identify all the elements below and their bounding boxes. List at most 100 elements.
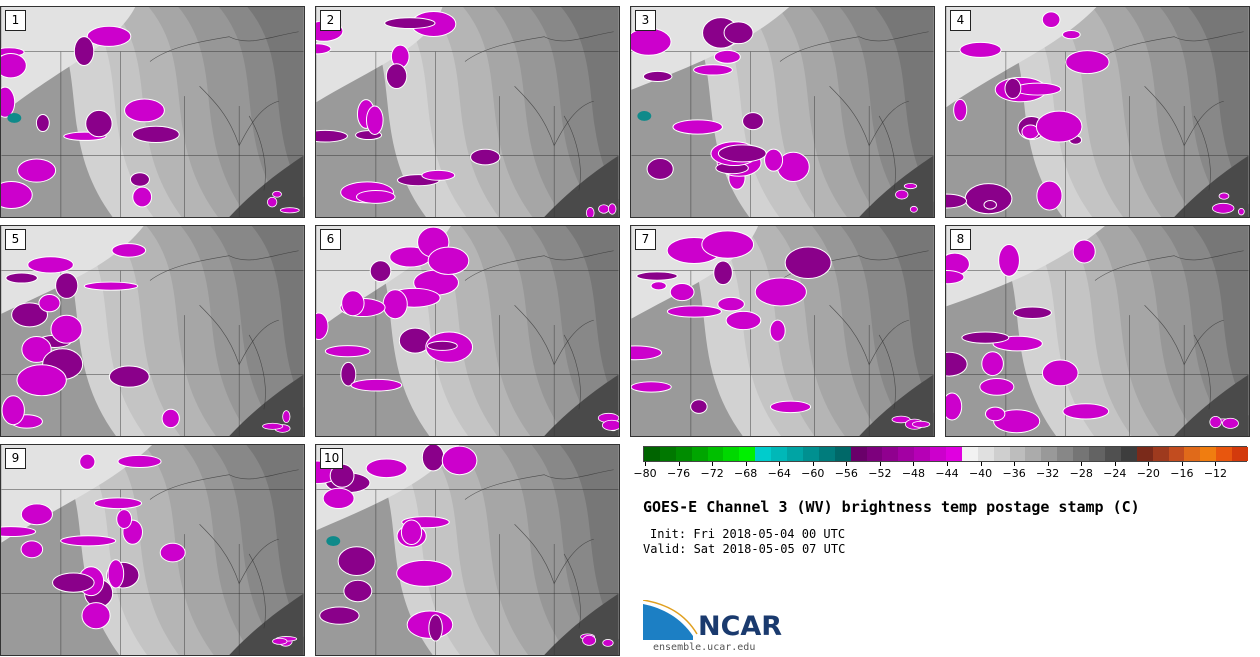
logo-url: ensemble.ucar.edu — [653, 642, 756, 653]
cold-cloud-region — [959, 41, 1002, 58]
cold-cloud-region — [131, 125, 180, 144]
colorbar-segment — [818, 447, 836, 461]
cold-cloud-region — [124, 98, 165, 123]
cold-cloud-region — [717, 144, 767, 163]
wv-band — [316, 7, 443, 103]
colorbar-tick-label: −24 — [1103, 467, 1127, 480]
cold-cloud-region — [382, 289, 408, 320]
border-line — [563, 115, 581, 191]
init-time: Init: Fri 2018-05-04 00 UTC — [650, 527, 846, 541]
colorbar-segment — [961, 447, 979, 461]
cold-cloud-region — [582, 634, 597, 646]
cold-cloud-region — [267, 196, 278, 208]
colorbar-tick-label: −48 — [901, 467, 926, 480]
colorbar-segment — [1168, 447, 1185, 461]
colorbar-segment — [834, 447, 852, 461]
cold-cloud-region — [385, 63, 408, 90]
colorbar-segment — [659, 447, 677, 461]
colorbar-segment — [771, 447, 788, 461]
cold-cloud-region — [316, 312, 329, 341]
colorbar-segment — [739, 447, 756, 461]
cold-cloud-region — [1, 86, 16, 118]
cold-cloud-region — [911, 420, 931, 428]
wv-band — [874, 7, 934, 217]
cold-cloud-region — [85, 109, 113, 138]
cold-cloud-region — [717, 296, 745, 312]
very-cold-core — [637, 111, 652, 121]
cold-cloud-region — [1062, 403, 1110, 420]
colorbar-segment — [1041, 447, 1058, 461]
border-line — [1193, 115, 1211, 191]
cold-cloud-region — [953, 98, 968, 122]
cold-cloud-region — [369, 260, 392, 283]
cold-cloud-region — [602, 639, 614, 647]
cold-cloud-region — [319, 606, 360, 625]
wv-map — [316, 445, 619, 655]
cold-cloud-region — [86, 25, 132, 47]
cold-cloud-region — [754, 277, 807, 307]
border-line — [779, 31, 929, 62]
cold-cloud-region — [316, 43, 332, 55]
colorbar-tick-label: −72 — [700, 467, 724, 480]
cold-cloud-region — [272, 190, 282, 198]
map-panel-9: 9 — [0, 444, 305, 656]
wv-band — [1188, 7, 1249, 217]
cold-cloud-region — [83, 281, 139, 291]
colorbar-tick-mark — [779, 462, 781, 466]
colorbar-tick-mark — [812, 462, 814, 466]
cold-cloud-region — [159, 542, 186, 563]
cold-cloud-region — [16, 364, 67, 397]
border-line — [829, 305, 909, 366]
wv-band — [246, 445, 304, 655]
colorbar — [643, 446, 1249, 462]
map-panel-5: 5 — [0, 225, 305, 437]
wv-band — [251, 226, 304, 436]
cold-cloud-region — [341, 290, 365, 317]
cold-cloud-region — [631, 345, 663, 361]
colorbar-tick-mark — [745, 462, 747, 466]
panel-number: 6 — [320, 229, 341, 250]
map-panel-2: 2 — [315, 6, 620, 218]
cold-cloud-region — [384, 17, 436, 29]
cold-cloud-region — [340, 361, 357, 387]
colorbar-tick-label: −44 — [935, 467, 959, 480]
cold-cloud-region — [55, 272, 79, 299]
cold-cloud-region — [642, 70, 673, 82]
colorbar-segment — [691, 447, 709, 461]
cold-cloud-region — [693, 64, 733, 76]
border-line — [149, 469, 299, 500]
cold-cloud-region — [396, 559, 453, 587]
border-line — [248, 553, 266, 629]
panel-number: 1 — [5, 10, 26, 31]
cold-cloud-region — [129, 172, 150, 187]
wv-band — [316, 445, 460, 531]
cold-cloud-region — [52, 572, 95, 593]
cold-cloud-region — [981, 351, 1004, 377]
cold-cloud-region — [1041, 359, 1079, 387]
cold-cloud-region — [1012, 306, 1052, 320]
colorbar-tick-label: −80 — [633, 467, 657, 480]
border-line — [248, 115, 266, 191]
figure-title: GOES-E Channel 3 (WV) brightness temp po… — [643, 498, 1140, 516]
colorbar-tick-mark — [1081, 462, 1083, 466]
colorbar-segment — [850, 447, 868, 461]
cold-cloud-region — [365, 105, 384, 135]
panel-number: 10 — [320, 448, 344, 469]
cold-cloud-region — [784, 246, 832, 279]
colorbar-segment — [1025, 447, 1042, 461]
cold-cloud-region — [983, 200, 997, 210]
cold-cloud-region — [21, 335, 52, 363]
colorbar-segment — [946, 447, 963, 461]
colorbar-tick-mark — [1215, 462, 1217, 466]
cold-cloud-region — [1237, 207, 1245, 216]
colorbar-tick-label: −40 — [968, 467, 993, 480]
border-line — [1094, 250, 1244, 281]
colorbar-segment — [1057, 447, 1074, 461]
border-line — [464, 469, 614, 500]
cold-cloud-region — [50, 314, 83, 344]
cold-cloud-region — [1004, 77, 1022, 100]
cold-cloud-region — [1, 52, 27, 79]
wv-band — [565, 226, 619, 436]
panel-number: 3 — [635, 10, 656, 31]
cold-cloud-region — [322, 487, 355, 509]
